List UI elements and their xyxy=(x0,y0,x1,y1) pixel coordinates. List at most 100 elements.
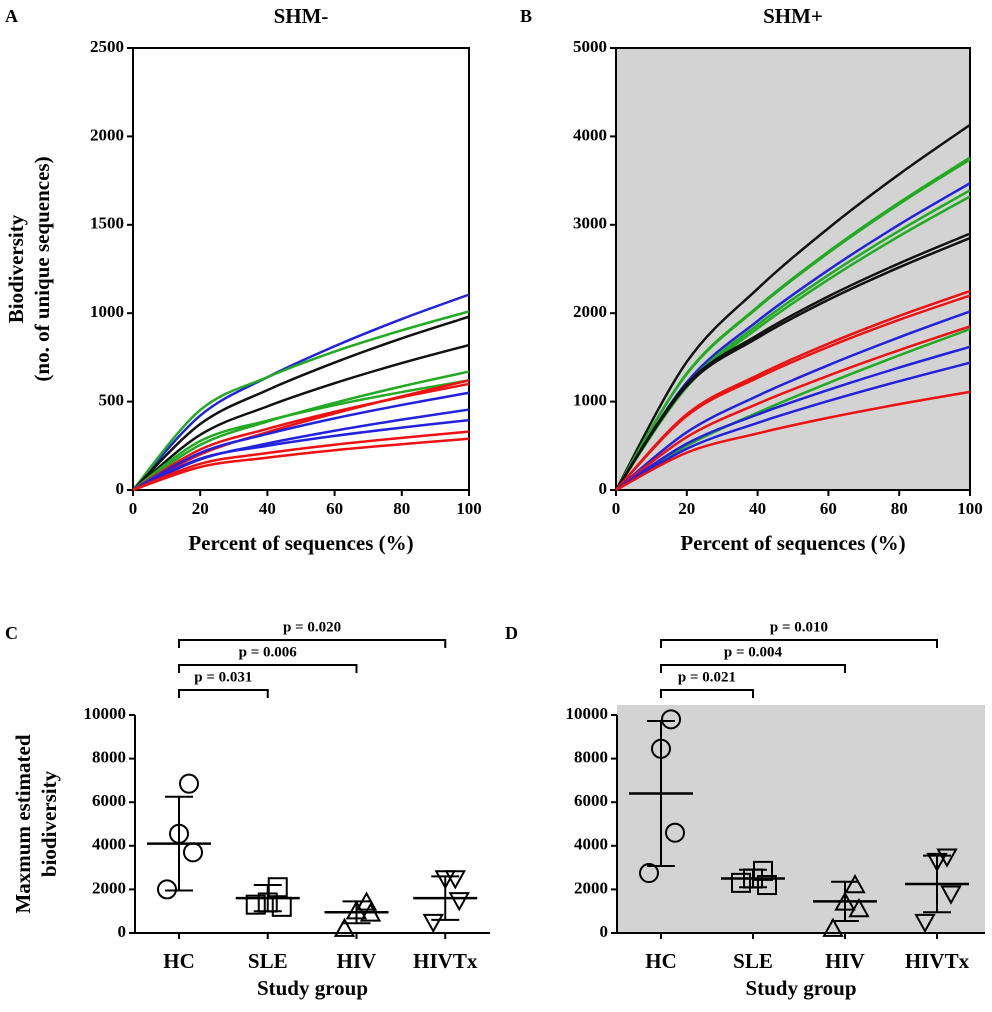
y-axis-label: biodiversity xyxy=(37,770,61,877)
sd-bar xyxy=(342,900,371,925)
point xyxy=(914,913,936,934)
y-tick-label: 6000 xyxy=(92,791,126,810)
y-tick-label: 5000 xyxy=(573,37,607,56)
y-tick-label: 0 xyxy=(599,479,608,498)
y-tick-label: 8000 xyxy=(574,748,608,767)
point xyxy=(333,917,356,937)
y-tick-label: 4000 xyxy=(574,835,608,854)
significance-bracket xyxy=(660,664,846,673)
y-tick-label: 4000 xyxy=(573,125,607,144)
sd-bar xyxy=(923,854,951,914)
curve xyxy=(615,325,971,492)
x-tick-label: 20 xyxy=(678,499,695,518)
x-tick-label: HC xyxy=(645,949,677,973)
y-tick-label: 4000 xyxy=(92,835,126,854)
curve xyxy=(615,345,971,492)
point xyxy=(245,894,266,915)
curve xyxy=(615,390,971,492)
point xyxy=(926,852,948,873)
p-value-label: p = 0.004 xyxy=(724,644,783,660)
x-axis-label: Percent of sequences (%) xyxy=(188,531,413,555)
x-axis-label: Study group xyxy=(745,976,856,1000)
chart-title: SHM+ xyxy=(763,4,823,28)
y-axis-label: (no. of unique sequences) xyxy=(30,156,54,381)
x-tick-label: 0 xyxy=(612,499,621,518)
x-tick-label: HIVTx xyxy=(905,949,970,973)
sd-bar xyxy=(831,880,859,923)
point xyxy=(936,848,958,868)
x-tick-label: HIV xyxy=(825,949,865,973)
curve xyxy=(614,236,971,491)
x-tick-label: 100 xyxy=(456,499,482,518)
y-axis-label: Maxmum estimated xyxy=(11,734,35,913)
y-tick-label: 0 xyxy=(600,922,609,941)
y-tick-label: 1500 xyxy=(90,214,124,233)
curve xyxy=(132,391,470,492)
significance-bracket xyxy=(660,689,754,698)
y-tick-label: 1000 xyxy=(90,302,124,321)
point xyxy=(448,892,470,912)
x-tick-label: HIV xyxy=(337,949,377,973)
point xyxy=(179,773,199,794)
y-tick-label: 2500 xyxy=(90,37,124,56)
p-value-label: p = 0.020 xyxy=(283,619,341,635)
plot-area xyxy=(617,705,985,933)
point xyxy=(844,873,866,894)
point xyxy=(757,875,777,896)
panel-letter: C xyxy=(5,623,18,643)
p-value-label: p = 0.010 xyxy=(770,619,828,635)
point xyxy=(940,885,962,905)
sd-bar xyxy=(431,875,460,921)
plot-area xyxy=(135,705,490,933)
curve xyxy=(132,343,470,491)
y-tick-label: 2000 xyxy=(573,302,607,321)
curve xyxy=(132,430,470,492)
curve xyxy=(132,310,470,491)
plot-area xyxy=(615,47,971,491)
y-axis-label: Biodiversity xyxy=(4,214,28,323)
sd-bar xyxy=(739,868,767,889)
curve xyxy=(132,382,470,492)
sd-bar xyxy=(165,795,193,892)
point xyxy=(731,872,751,893)
curve xyxy=(132,418,470,492)
point xyxy=(848,897,870,918)
x-tick-label: 80 xyxy=(393,499,410,518)
panel-letter: A xyxy=(5,6,18,26)
curve xyxy=(614,158,971,491)
y-tick-label: 10000 xyxy=(566,704,609,723)
point xyxy=(639,863,659,884)
x-tick-label: 60 xyxy=(820,499,837,518)
x-tick-label: 0 xyxy=(129,499,138,518)
p-value-label: p = 0.021 xyxy=(678,669,736,685)
point xyxy=(661,709,681,730)
sd-bar xyxy=(647,719,675,867)
p-value-label: p = 0.031 xyxy=(194,669,252,685)
x-axis-label: Study group xyxy=(257,976,368,1000)
p-value-label: p = 0.006 xyxy=(239,644,298,660)
x-axis-label: Percent of sequences (%) xyxy=(680,531,905,555)
panel-letter: D xyxy=(505,623,518,643)
point xyxy=(434,870,456,890)
curve xyxy=(615,294,971,491)
plot-area xyxy=(132,47,470,491)
y-tick-label: 6000 xyxy=(574,791,608,810)
significance-bracket xyxy=(178,689,269,698)
curve xyxy=(132,315,470,491)
curve xyxy=(615,361,971,492)
y-tick-label: 10000 xyxy=(84,704,127,723)
significance-bracket xyxy=(660,639,938,648)
curve xyxy=(132,293,470,491)
x-tick-label: 100 xyxy=(957,499,983,518)
x-tick-label: HC xyxy=(163,949,195,973)
x-tick-label: 40 xyxy=(259,499,276,518)
y-tick-label: 0 xyxy=(118,922,127,941)
point xyxy=(665,822,685,843)
x-tick-label: 20 xyxy=(192,499,209,518)
curve xyxy=(615,327,971,492)
y-tick-label: 2000 xyxy=(574,878,608,897)
x-tick-label: SLE xyxy=(733,949,773,973)
y-tick-label: 3000 xyxy=(573,214,607,233)
significance-bracket xyxy=(178,639,447,648)
